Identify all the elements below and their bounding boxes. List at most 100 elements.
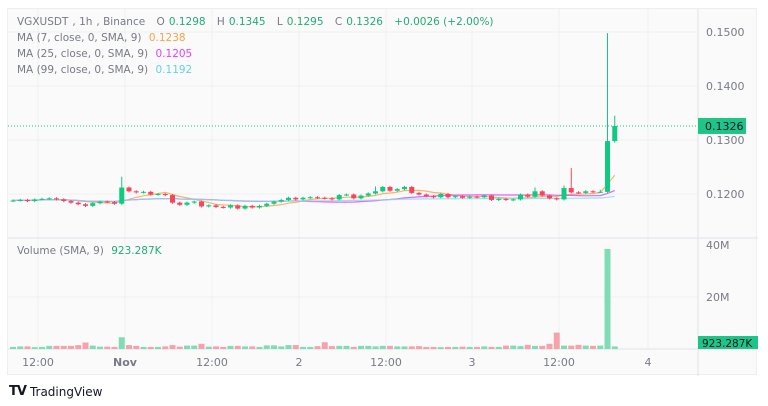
time-tick-label: 4 [645,356,652,369]
ma7-legend[interactable]: MA (7, close, 0, SMA, 9) 0.1238 [17,32,186,44]
volume-bar [169,345,176,349]
volume-bar [459,346,466,349]
volume-bar [39,346,45,349]
candle-body [286,197,291,200]
candle-body [25,199,30,202]
volume-bar [350,346,357,349]
candle-body [460,196,465,198]
close-value: C 0.1326 [334,16,383,28]
ma25-legend[interactable]: MA (25, close, 0, SMA, 9) 0.1205 [17,48,193,60]
volume-bar [220,346,227,349]
volume-bar [611,346,618,349]
volume-bar [401,346,408,349]
price-chart[interactable]: 0.1500 0.1400 0.1300 0.1200 0.1326 40M 20M 923.… [8,9,758,376]
volume-bar [118,337,125,349]
candle-body [554,198,560,200]
volume-bar [329,346,335,349]
candle-body [358,195,364,199]
candle-body [264,203,270,206]
volume-bar [365,345,372,349]
volume-bar [17,346,24,349]
candle-body [547,195,552,199]
candle-body [336,195,342,200]
volume-bar [155,346,161,349]
volume-bar [10,346,16,349]
candle-body [322,197,328,199]
candle-body [257,205,262,208]
volume-bar [437,347,444,349]
volume-bar [474,346,480,349]
volume-bar [372,346,379,349]
volume-bar [46,345,53,349]
candle-body [481,195,487,198]
volume-bar [336,345,343,349]
candle-body [387,186,393,191]
candle-body [394,189,400,191]
candle-body [467,196,473,198]
volume-bar [510,345,517,349]
volume-bar [452,346,459,349]
volume-bar [292,345,299,349]
volume-bar [495,346,502,349]
volume-bar [213,346,219,349]
candle-body [68,201,74,203]
candle-body [452,196,458,198]
price-tick-label: 0.1300 [706,134,745,147]
volume-bar [488,346,495,349]
volume-bar [575,344,582,349]
candle-body [539,191,545,196]
time-tick-label: 12:00 [370,356,402,369]
volume-bar [314,346,321,349]
candle-body [597,191,603,193]
volume-bar [140,346,147,349]
volume-bar [597,345,604,349]
volume-bar [60,345,67,349]
volume-bar [82,342,89,349]
volume-bar [532,345,538,349]
tradingview-logo[interactable]: TV TradingView [9,384,103,399]
volume-bar [590,345,596,349]
volume-bar [568,345,575,349]
chart-frame[interactable]: 0.1500 0.1400 0.1300 0.1200 0.1326 40M 20M 923.… [7,8,758,376]
volume-bar [126,345,132,349]
candle-body [97,201,103,204]
candle-body [344,194,349,196]
candle-body [54,198,59,200]
candle-body [75,202,81,205]
volume-bar [104,346,111,349]
candle-body [155,194,161,195]
candle-body [351,194,357,199]
volume-bar [147,346,154,349]
last-price-label: 0.1326 [705,120,744,133]
candle-body [133,191,139,193]
volume-bar [553,332,560,349]
time-tick-label: 12:00 [22,356,54,369]
time-tick-label: 12:00 [543,356,575,369]
candle-body [90,203,96,206]
volume-bar [343,345,350,349]
candle-body [402,186,407,190]
candle-body [112,202,117,204]
candle-body [568,188,574,193]
candle-body [365,193,371,196]
candle-body [235,205,241,209]
candle-body [61,199,67,202]
volume-bar [256,346,263,349]
volume-bar [205,346,212,349]
candle-body [576,192,581,194]
volume-bar [300,346,306,349]
symbol-name[interactable]: VGXUSDT, 1h, Binance [17,16,146,28]
ma99-legend[interactable]: MA (99, close, 0, SMA, 9) 0.1192 [17,64,193,76]
candle-body [380,186,386,192]
volume-bar [198,343,205,349]
candle-body [307,197,313,199]
volume-legend[interactable]: Volume (SMA, 9) 923.287K [17,245,162,257]
candle-body [510,199,516,201]
candle-body [46,198,52,200]
volume-bar [285,345,292,349]
candle-body [17,199,23,201]
volume-bar [394,346,401,349]
volume-value-badge [698,336,758,349]
change-value: +0.0026 (+2.00%) [394,16,494,28]
candle-body [423,194,429,197]
